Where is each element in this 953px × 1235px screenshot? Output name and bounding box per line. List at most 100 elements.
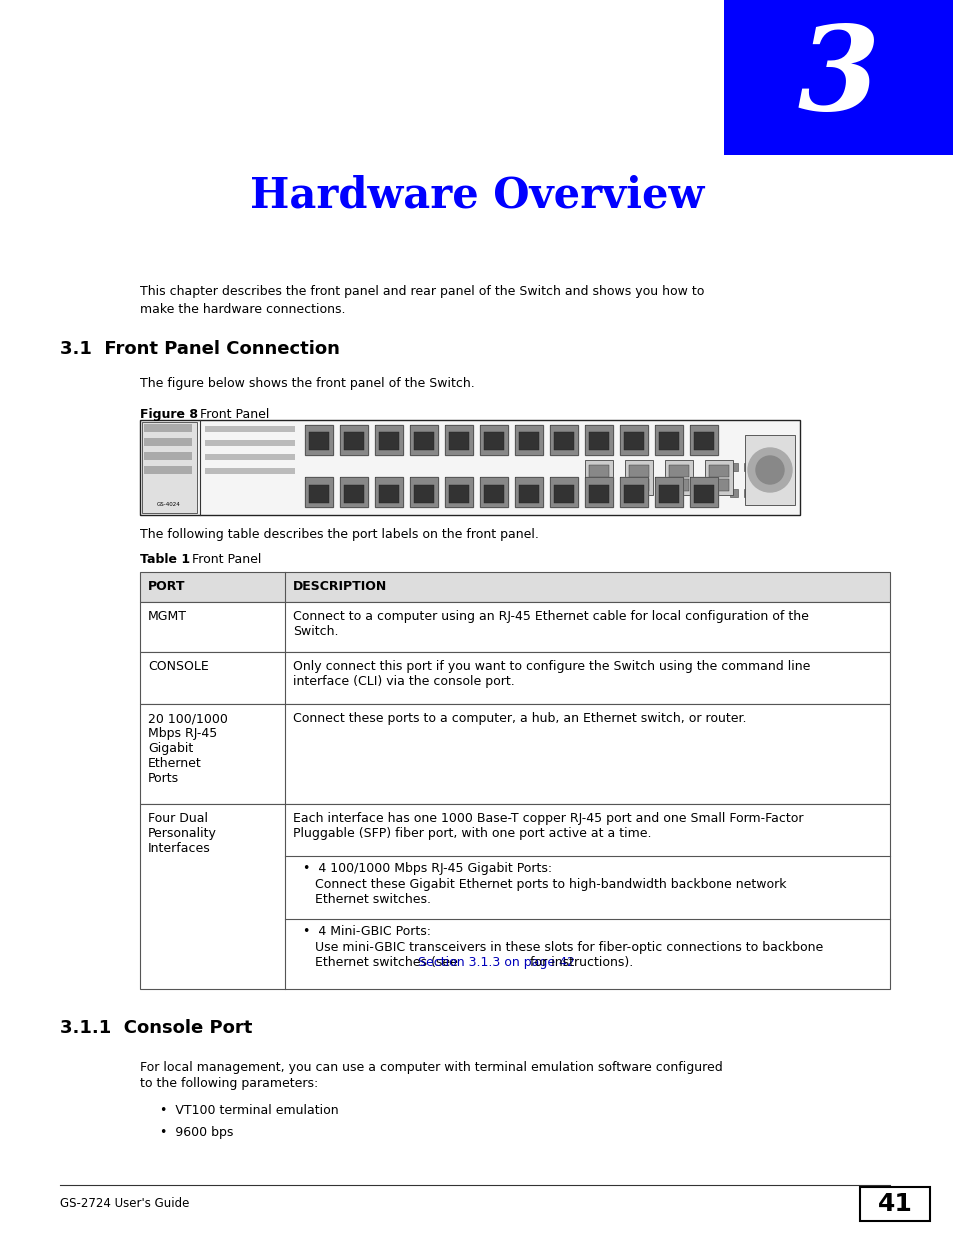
Polygon shape <box>444 477 473 508</box>
Polygon shape <box>515 477 542 508</box>
Text: •  4 Mini-GBIC Ports:: • 4 Mini-GBIC Ports: <box>303 925 431 939</box>
Bar <box>729 489 738 496</box>
Text: GS-2724 User's Guide: GS-2724 User's Guide <box>60 1197 190 1210</box>
Bar <box>744 435 794 505</box>
Text: •  VT100 terminal emulation: • VT100 terminal emulation <box>160 1104 338 1116</box>
Bar <box>743 463 751 471</box>
Polygon shape <box>655 477 682 508</box>
Text: The following table describes the port labels on the front panel.: The following table describes the port l… <box>140 529 538 541</box>
Polygon shape <box>584 425 613 454</box>
Bar <box>708 466 728 477</box>
Text: •  9600 bps: • 9600 bps <box>160 1126 233 1139</box>
Text: Figure 8: Figure 8 <box>140 408 198 421</box>
Text: for instructions).: for instructions). <box>525 956 633 969</box>
Bar <box>140 601 889 652</box>
Bar <box>344 485 364 503</box>
Bar <box>140 804 889 989</box>
Bar <box>140 420 800 515</box>
Text: Use mini-GBIC transceivers in these slots for fiber-optic connections to backbon: Use mini-GBIC transceivers in these slot… <box>314 941 822 953</box>
Bar <box>623 485 643 503</box>
Text: •  4 100/1000 Mbps RJ-45 Gigabit Ports:: • 4 100/1000 Mbps RJ-45 Gigabit Ports: <box>303 862 552 876</box>
Bar <box>205 426 294 432</box>
Text: 3.1.1  Console Port: 3.1.1 Console Port <box>60 1019 253 1037</box>
Text: The figure below shows the front panel of the Switch.: The figure below shows the front panel o… <box>140 377 475 390</box>
Circle shape <box>747 448 791 492</box>
Bar <box>659 485 679 503</box>
Bar <box>623 432 643 450</box>
Polygon shape <box>689 477 718 508</box>
Bar <box>144 452 192 459</box>
Bar <box>588 485 608 503</box>
Text: MGMT: MGMT <box>148 610 187 622</box>
Bar <box>483 485 503 503</box>
Polygon shape <box>550 477 578 508</box>
Polygon shape <box>375 425 402 454</box>
Polygon shape <box>339 477 368 508</box>
Text: Front Panel: Front Panel <box>180 553 261 566</box>
Text: This chapter describes the front panel and rear panel of the Switch and shows yo: This chapter describes the front panel a… <box>140 285 703 298</box>
Polygon shape <box>305 425 333 454</box>
Polygon shape <box>479 477 507 508</box>
Bar <box>449 485 469 503</box>
Text: 20 100/1000
Mbps RJ-45
Gigabit
Ethernet
Ports: 20 100/1000 Mbps RJ-45 Gigabit Ethernet … <box>148 713 228 785</box>
Bar <box>142 422 196 513</box>
Bar <box>518 485 538 503</box>
Text: Connect these ports to a computer, a hub, an Ethernet switch, or router.: Connect these ports to a computer, a hub… <box>293 713 745 725</box>
Bar <box>144 466 192 474</box>
Bar <box>584 459 613 495</box>
Bar <box>723 0 953 156</box>
Bar <box>378 432 398 450</box>
Bar <box>309 485 329 503</box>
Text: make the hardware connections.: make the hardware connections. <box>140 303 345 316</box>
Text: GS-4024: GS-4024 <box>157 501 181 508</box>
Bar <box>140 652 889 704</box>
Text: CONSOLE: CONSOLE <box>148 659 209 673</box>
Bar <box>743 489 751 496</box>
Text: 3: 3 <box>797 20 879 135</box>
Polygon shape <box>619 425 647 454</box>
Polygon shape <box>689 425 718 454</box>
Bar <box>588 479 608 492</box>
Bar <box>309 432 329 450</box>
Bar <box>859 1187 929 1221</box>
Bar <box>588 432 608 450</box>
Bar <box>693 432 713 450</box>
Bar <box>205 440 294 446</box>
Text: to the following parameters:: to the following parameters: <box>140 1077 318 1091</box>
Polygon shape <box>410 477 437 508</box>
Bar <box>414 432 434 450</box>
Bar <box>708 479 728 492</box>
Bar <box>628 466 648 477</box>
Polygon shape <box>375 477 402 508</box>
Text: For local management, you can use a computer with terminal emulation software co: For local management, you can use a comp… <box>140 1061 722 1074</box>
Bar <box>140 572 889 601</box>
Bar <box>205 468 294 474</box>
Bar <box>378 485 398 503</box>
Text: PORT: PORT <box>148 580 185 594</box>
Bar <box>588 466 608 477</box>
Bar <box>414 485 434 503</box>
Bar <box>554 432 574 450</box>
Text: Each interface has one 1000 Base-T copper RJ-45 port and one Small Form-Factor
P: Each interface has one 1000 Base-T coppe… <box>293 811 802 840</box>
Bar <box>668 479 688 492</box>
Bar <box>140 704 889 804</box>
Polygon shape <box>515 425 542 454</box>
Text: Hardware Overview: Hardware Overview <box>250 174 703 216</box>
Bar <box>344 432 364 450</box>
Text: Connect to a computer using an RJ-45 Ethernet cable for local configuration of t: Connect to a computer using an RJ-45 Eth… <box>293 610 808 638</box>
Text: Table 1: Table 1 <box>140 553 190 566</box>
Bar <box>144 438 192 446</box>
Text: Section 3.1.3 on page 42: Section 3.1.3 on page 42 <box>417 956 575 969</box>
Polygon shape <box>655 425 682 454</box>
Text: DESCRIPTION: DESCRIPTION <box>293 580 387 594</box>
Bar <box>483 432 503 450</box>
Polygon shape <box>339 425 368 454</box>
Text: 41: 41 <box>877 1192 911 1216</box>
Bar <box>693 485 713 503</box>
Bar <box>668 466 688 477</box>
Bar <box>449 432 469 450</box>
Circle shape <box>755 456 783 484</box>
Text: Four Dual
Personality
Interfaces: Four Dual Personality Interfaces <box>148 811 216 855</box>
Bar <box>144 424 192 432</box>
Polygon shape <box>305 477 333 508</box>
